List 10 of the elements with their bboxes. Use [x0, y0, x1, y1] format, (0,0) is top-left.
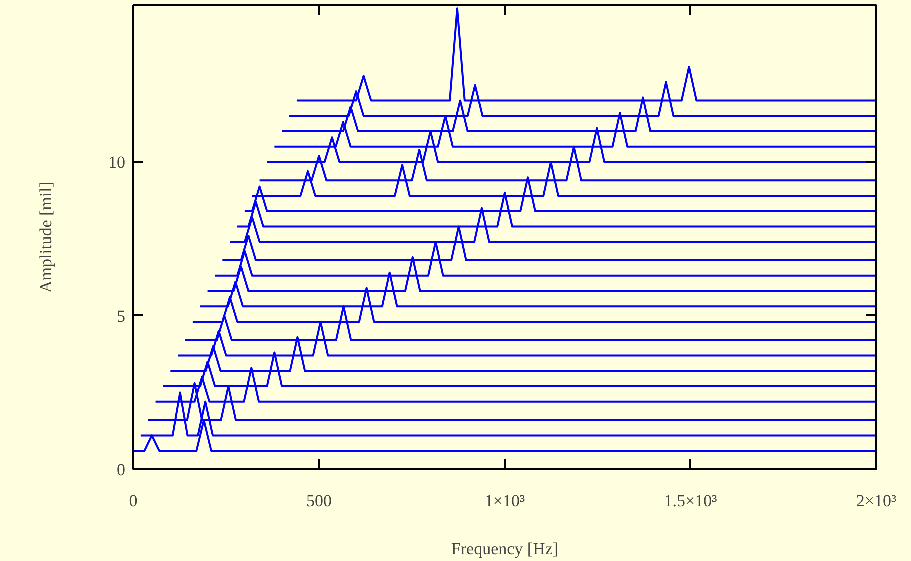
x-tick-label: 1.5×10³ — [664, 492, 718, 510]
x-tick-label: 500 — [306, 492, 332, 510]
x-tick-label: 0 — [129, 492, 138, 510]
x-axis-title: Frequency [Hz] — [451, 540, 559, 558]
x-tick-label: 2×10³ — [856, 492, 897, 510]
y-tick-label: 10 — [108, 153, 126, 172]
y-tick-label: 5 — [117, 306, 126, 326]
x-tick-label: 1×10³ — [484, 492, 526, 510]
y-tick-label: 0 — [117, 460, 126, 480]
y-axis-title: Amplitude [mil] — [36, 182, 56, 293]
